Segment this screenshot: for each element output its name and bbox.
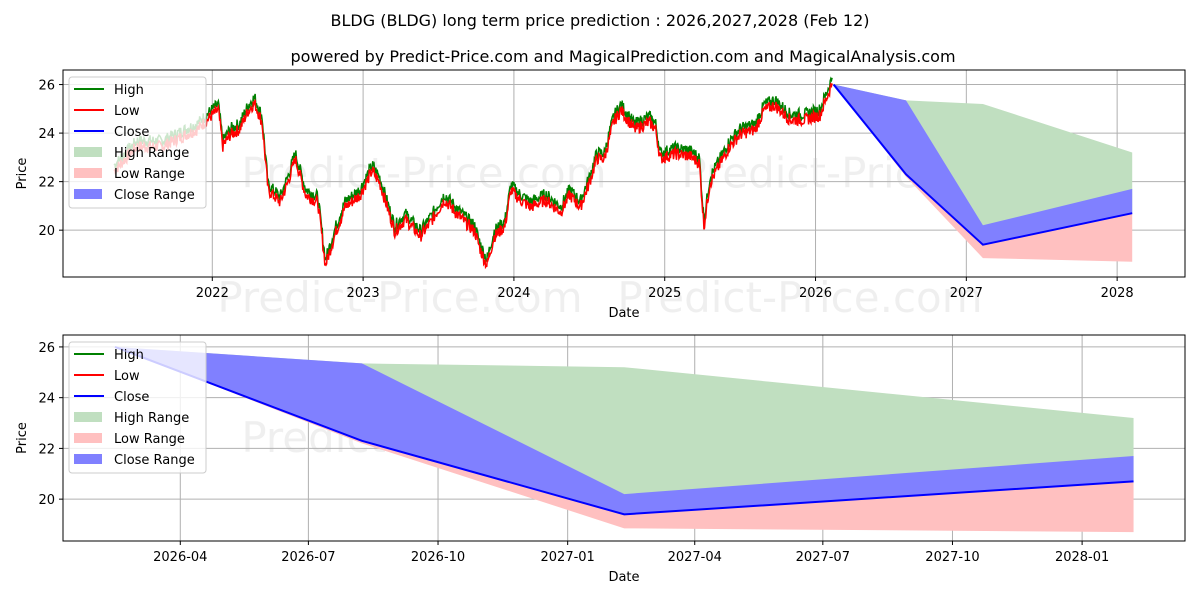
y-tick-label: 20 — [38, 224, 55, 239]
legend-swatch-high_range — [74, 412, 102, 422]
x-tick-label: 2028 — [1101, 286, 1134, 301]
x-tick-label: 2028-01 — [1055, 550, 1109, 565]
chart-subtitle: powered by Predict-Price.com and Magical… — [290, 47, 955, 66]
close-forecast-line — [114, 345, 1134, 516]
y-tick-label: 26 — [38, 79, 55, 94]
axes-frame — [62, 69, 1186, 278]
x-tick-label: 2024 — [497, 286, 530, 301]
x-axis-label: Date — [608, 306, 639, 321]
legend-label: Close — [114, 390, 149, 405]
low-range-area — [114, 346, 1134, 533]
legend-label: High — [114, 83, 144, 98]
legend-swatch-high_range — [74, 147, 102, 157]
x-axis-label: Date — [608, 570, 639, 585]
legend-label: Low — [114, 104, 140, 119]
y-tick-label: 20 — [38, 493, 55, 508]
watermark: Predict-Price.com — [617, 273, 982, 322]
x-tick-label: 2025 — [648, 286, 681, 301]
x-tick-label: 2026-07 — [281, 550, 335, 565]
legend-swatch-low_range — [74, 433, 102, 443]
legend-swatch-close_range — [74, 454, 102, 464]
legend-label: Close — [114, 125, 149, 140]
legend-swatch-close_range — [74, 189, 102, 199]
plot-area — [113, 76, 1133, 270]
legend-label: Close Range — [114, 453, 195, 468]
close-range-area — [114, 346, 1134, 515]
legend-label: Close Range — [114, 188, 195, 203]
chart-panel-1: Predict-Price.com Predict-Price.comPredic… — [15, 69, 1186, 322]
y-tick-label: 24 — [38, 127, 55, 142]
y-tick-label: 24 — [38, 392, 55, 407]
x-tick-label: 2027-01 — [541, 550, 595, 565]
x-tick-label: 2022 — [196, 286, 229, 301]
y-axis-label: Price — [15, 158, 30, 190]
y-tick-label: 22 — [38, 176, 55, 191]
low-line — [113, 82, 833, 270]
axes-frame — [62, 334, 1186, 542]
legend-label: High — [114, 348, 144, 363]
x-tick-label: 2027-10 — [925, 550, 979, 565]
legend-label: Low Range — [114, 167, 185, 182]
legend-label: High Range — [114, 146, 189, 161]
legend: High Low Close High Range Low Range Close Ran… — [68, 76, 207, 209]
x-tick-label: 2027-07 — [796, 550, 850, 565]
x-tick-label: 2026-04 — [153, 550, 207, 565]
legend-label: Low — [114, 369, 140, 384]
x-tick-label: 2027 — [950, 286, 983, 301]
legend-swatch-low_range — [74, 168, 102, 178]
x-tick-label: 2026 — [799, 286, 832, 301]
close-forecast-line — [832, 83, 1133, 246]
y-tick-label: 26 — [38, 341, 55, 356]
x-tick-label: 2023 — [347, 286, 380, 301]
x-tick-label: 2027-04 — [668, 550, 722, 565]
legend: High Low Close High Range Low Range Close Ran… — [68, 341, 207, 474]
legend-label: High Range — [114, 411, 189, 426]
close-range-area — [833, 84, 1133, 245]
plot-area — [114, 345, 1134, 533]
chart-panel-2: Predict-Price.comPredict-Price.comPredic… — [15, 334, 1186, 585]
y-axis-label: Price — [15, 422, 30, 454]
legend-label: Low Range — [114, 432, 185, 447]
low-range-area — [833, 84, 1133, 262]
x-tick-label: 2026-10 — [411, 550, 465, 565]
chart-title: BLDG (BLDG) long term price prediction :… — [331, 11, 870, 30]
y-tick-label: 22 — [38, 442, 55, 457]
watermark: Predict-Price.com — [217, 273, 582, 322]
